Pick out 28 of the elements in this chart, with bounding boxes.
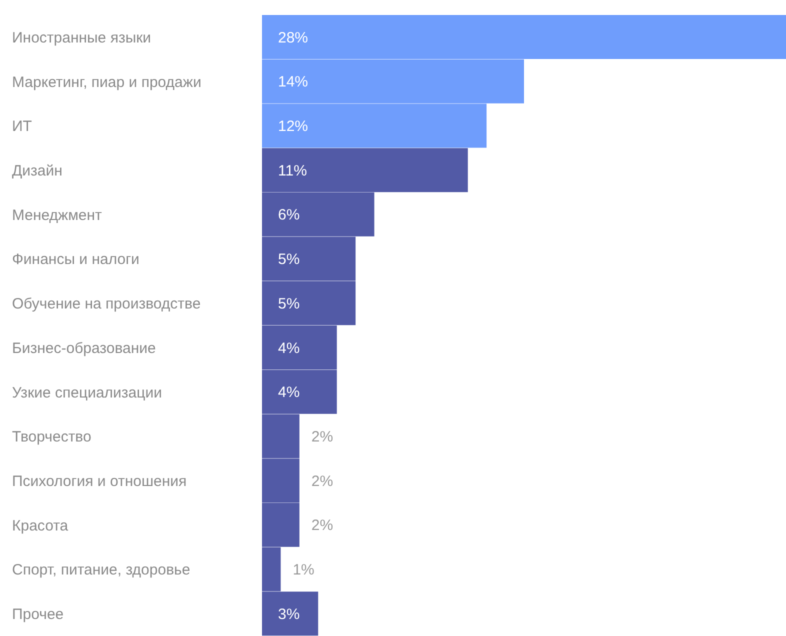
data-label: 5% <box>278 295 300 312</box>
y-tick-label: Маркетинг, пиар и продажи <box>12 74 202 91</box>
y-tick-label: Дизайн <box>12 162 62 180</box>
y-tick-label: Психология и отношения <box>12 473 187 490</box>
y-tick-label: Спорт, питание, здоровье <box>12 562 190 579</box>
y-tick-label: Иностранные языки <box>12 29 152 46</box>
y-tick-label: Красота <box>12 517 69 534</box>
y-tick-label: Прочее <box>12 606 64 624</box>
data-label: 2% <box>311 517 334 534</box>
data-label: 6% <box>278 206 300 224</box>
y-tick-label: Творчество <box>12 428 92 446</box>
data-label: 2% <box>311 472 334 490</box>
y-tick-label: Бизнес-образование <box>12 340 156 357</box>
data-label: 1% <box>292 562 314 579</box>
data-label: 5% <box>278 251 300 268</box>
data-label: 2% <box>311 428 334 446</box>
y-tick-label: Обучение на производстве <box>12 296 201 313</box>
data-label: 11% <box>278 162 307 180</box>
y-tick-label: Финансы и налоги <box>12 251 140 268</box>
y-tick-label: Менеджмент <box>12 206 102 224</box>
data-label: 4% <box>278 384 300 402</box>
data-label: 12% <box>278 118 308 135</box>
data-label: 14% <box>278 74 308 91</box>
y-tick-label: Узкие специализации <box>12 384 162 402</box>
data-label: 28% <box>278 29 308 46</box>
data-label: 4% <box>278 340 300 357</box>
y-tick-label: ИТ <box>12 118 32 136</box>
data-label: 3% <box>278 606 300 623</box>
